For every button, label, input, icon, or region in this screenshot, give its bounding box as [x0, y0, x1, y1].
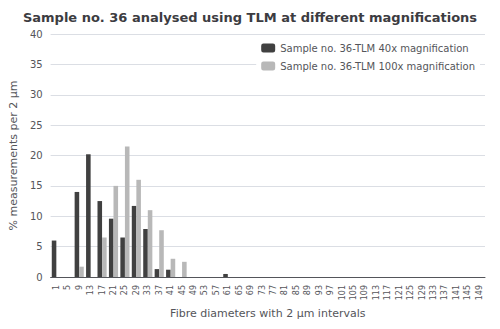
svg-text:0: 0	[36, 272, 42, 283]
svg-text:141: 141	[452, 285, 461, 300]
svg-text:113: 113	[372, 285, 381, 300]
svg-text:35: 35	[30, 59, 43, 70]
svg-text:93: 93	[315, 285, 324, 295]
svg-text:Sample no. 36-TLM 40x magnific: Sample no. 36-TLM 40x magnification	[280, 43, 468, 54]
svg-text:Sample no. 36 analysed using T: Sample no. 36 analysed using TLM at diff…	[23, 10, 477, 25]
svg-text:37: 37	[155, 285, 164, 295]
svg-text:97: 97	[326, 285, 335, 295]
svg-text:117: 117	[383, 285, 392, 300]
svg-text:5: 5	[36, 241, 42, 252]
svg-text:69: 69	[246, 285, 255, 295]
svg-text:85: 85	[292, 285, 301, 295]
svg-text:53: 53	[200, 285, 209, 295]
svg-text:13: 13	[86, 285, 95, 295]
svg-text:% measurements per 2 μm: % measurements per 2 μm	[7, 81, 20, 231]
svg-text:5: 5	[63, 285, 72, 290]
svg-text:137: 137	[440, 285, 449, 300]
svg-text:45: 45	[178, 285, 187, 295]
svg-text:125: 125	[406, 285, 415, 300]
svg-text:41: 41	[166, 285, 175, 295]
svg-text:81: 81	[280, 285, 289, 295]
svg-text:33: 33	[143, 285, 152, 295]
svg-text:29: 29	[132, 285, 141, 295]
svg-text:25: 25	[120, 285, 129, 295]
svg-text:57: 57	[212, 285, 221, 295]
svg-text:30: 30	[30, 89, 43, 100]
svg-text:121: 121	[395, 285, 404, 300]
svg-text:129: 129	[418, 285, 427, 300]
svg-text:9: 9	[75, 285, 84, 290]
svg-text:15: 15	[30, 180, 43, 191]
svg-text:109: 109	[360, 285, 369, 300]
svg-text:49: 49	[189, 285, 198, 295]
svg-text:40: 40	[30, 29, 43, 40]
svg-text:89: 89	[303, 285, 312, 295]
svg-text:77: 77	[269, 285, 278, 295]
svg-text:1: 1	[52, 285, 61, 290]
svg-text:73: 73	[258, 285, 267, 295]
svg-text:61: 61	[223, 285, 232, 295]
svg-text:Fibre diameters with 2 μm inte: Fibre diameters with 2 μm intervals	[170, 307, 366, 320]
svg-text:25: 25	[30, 120, 43, 131]
svg-text:21: 21	[109, 285, 118, 295]
svg-text:149: 149	[475, 285, 484, 300]
svg-text:Sample no. 36-TLM 100x magnifi: Sample no. 36-TLM 100x magnification	[280, 61, 475, 72]
svg-text:10: 10	[30, 211, 43, 222]
svg-text:65: 65	[235, 285, 244, 295]
svg-text:105: 105	[349, 285, 358, 300]
svg-text:145: 145	[463, 285, 472, 300]
svg-text:133: 133	[429, 285, 438, 300]
svg-text:17: 17	[98, 285, 107, 295]
svg-text:101: 101	[338, 285, 347, 300]
svg-text:20: 20	[30, 150, 43, 161]
